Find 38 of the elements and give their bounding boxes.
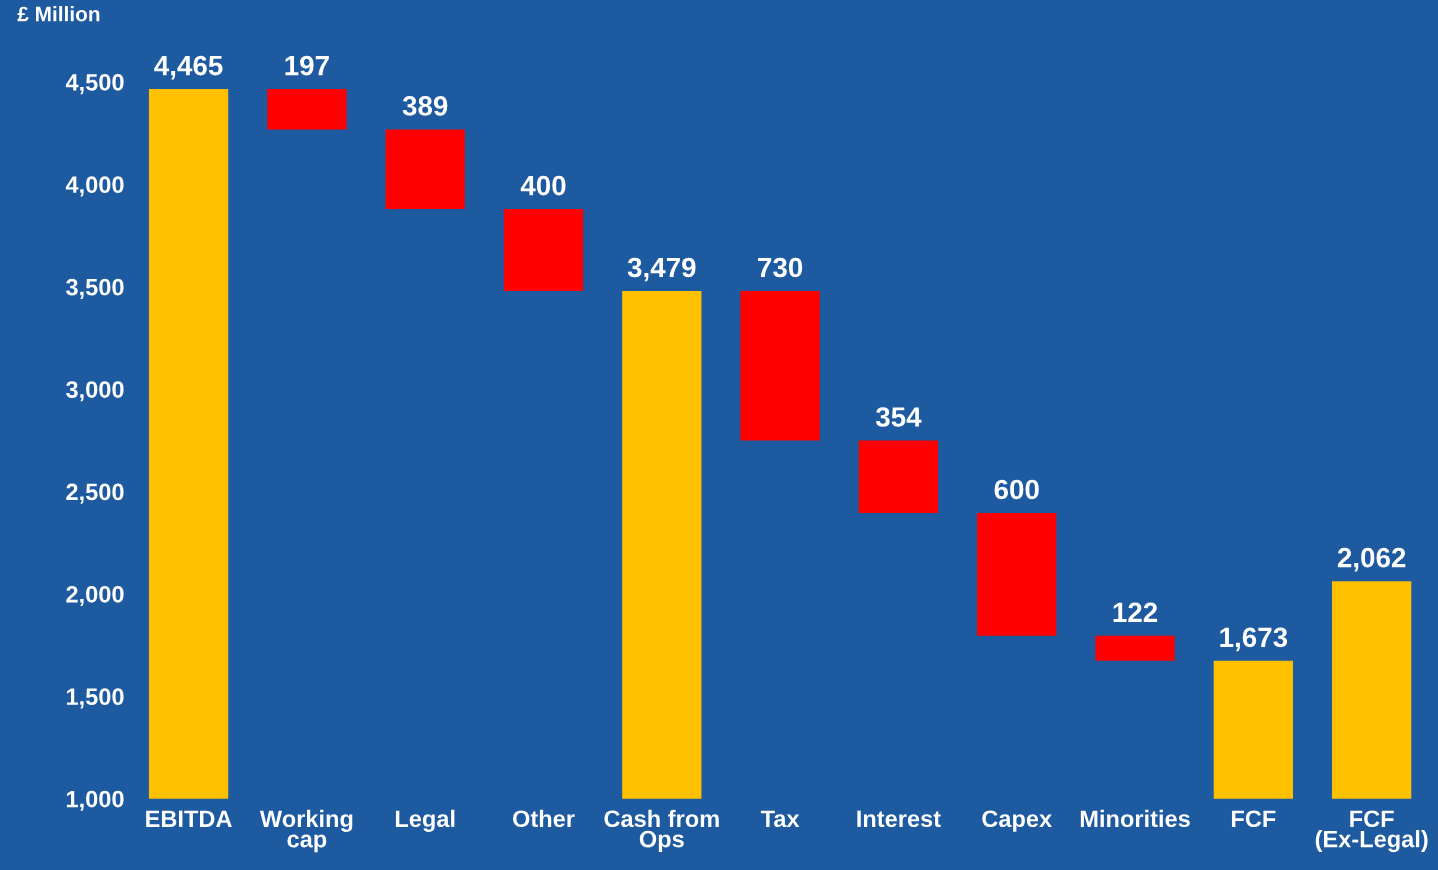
x-tick-label: Working cap [259,809,353,853]
bar [1095,635,1175,661]
x-tick-label: Cash from Ops [604,809,719,853]
y-tick-label: 1,000 [66,790,124,811]
data-label: 3,479 [627,257,696,282]
x-tick-label: Other [512,809,575,828]
data-label: 389 [402,96,448,116]
data-label: 354 [875,407,922,427]
data-label: 2,062 [1337,547,1406,572]
bar [385,129,465,210]
data-label: 197 [285,55,329,76]
data-label: 400 [520,175,566,196]
x-tick-label: FCF (Ex-Legal) [1315,810,1428,853]
x-tick-label: EBITDA [146,810,232,827]
data-label: 1,673 [1220,627,1288,652]
y-tick-label: 3,500 [66,278,124,299]
x-tick-label: Legal [395,809,455,832]
bar [858,440,939,513]
data-label: 600 [994,479,1039,500]
y-tick-label: 2,000 [66,585,124,607]
y-axis-title: £ Million [17,6,100,22]
data-label: 4,465 [154,55,223,80]
bar [267,89,347,130]
y-tick-label: 4,000 [65,176,124,197]
y-tick-label: 2,500 [66,483,124,504]
y-tick-label: 4,500 [65,73,124,95]
x-tick-label: FCF [1231,810,1276,828]
x-tick-label: Minorities [1080,809,1190,828]
y-tick-label: 1,500 [66,688,124,709]
data-label: 122 [1113,602,1158,622]
bar [977,512,1057,636]
x-tick-label: Tax [760,810,800,828]
x-tick-label: Capex [982,810,1052,832]
data-label: 730 [758,257,803,278]
bar [740,291,820,441]
y-tick-label: 3,000 [66,381,124,402]
x-tick-label: Interest [857,810,941,828]
bar [503,209,584,291]
